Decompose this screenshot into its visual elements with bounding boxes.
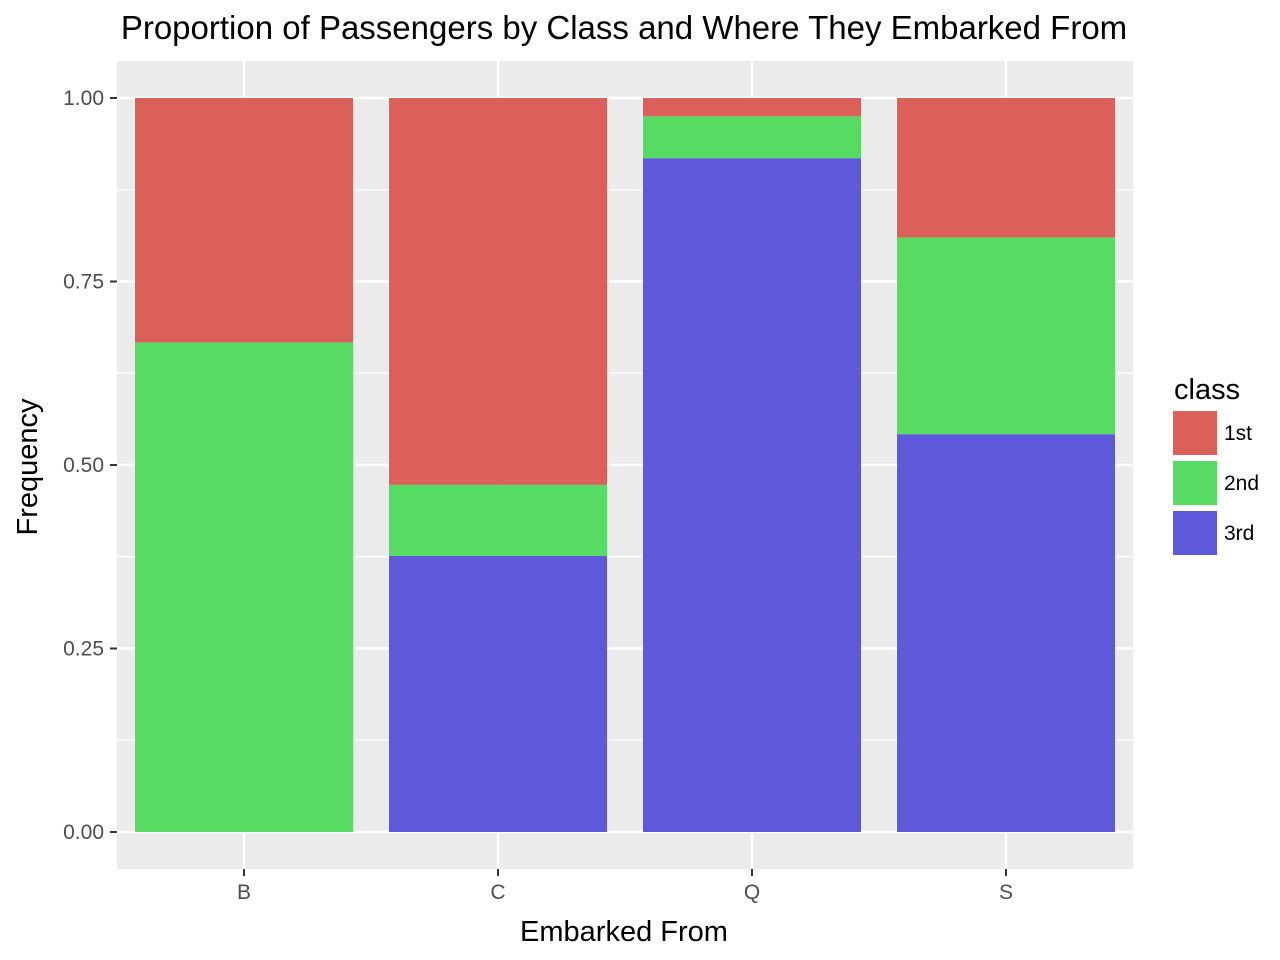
y-tick-label: 0.50 — [63, 454, 104, 477]
x-tick-label: B — [237, 881, 251, 904]
x-tick-label: C — [490, 881, 505, 904]
legend: class 1st 2nd 3rd — [1173, 374, 1259, 555]
axes: 0.00 0.25 0.50 0.75 1.00 B C Q S — [63, 87, 1013, 904]
bar-S-1st — [897, 98, 1115, 238]
legend-key-2nd — [1173, 461, 1217, 505]
bar-C-3rd — [389, 556, 607, 832]
legend-label-2nd: 2nd — [1224, 472, 1259, 495]
bar-Q-3rd — [643, 158, 861, 833]
legend-key-1st — [1173, 411, 1217, 455]
bar-S-2nd — [897, 237, 1115, 435]
legend-label-1st: 1st — [1224, 422, 1252, 445]
x-tick-label: Q — [744, 881, 760, 904]
y-tick-label: 0.75 — [63, 271, 104, 294]
x-axis-title: Embarked From — [520, 916, 728, 948]
bars — [135, 98, 1115, 833]
x-tick-label: S — [999, 881, 1013, 904]
bar-C-2nd — [389, 484, 607, 557]
chart-title: Proportion of Passengers by Class and Wh… — [121, 9, 1127, 46]
bar-B-2nd — [135, 342, 353, 832]
legend-label-3rd: 3rd — [1224, 522, 1254, 545]
bar-B-1st — [135, 98, 353, 343]
bar-Q-1st — [643, 98, 861, 117]
legend-key-3rd — [1173, 511, 1217, 555]
y-tick-label: 1.00 — [63, 87, 104, 110]
y-tick-label: 0.25 — [63, 638, 104, 661]
bar-C-1st — [389, 98, 607, 485]
bar-S-3rd — [897, 434, 1115, 832]
y-tick-label: 0.00 — [63, 821, 104, 844]
bar-Q-2nd — [643, 116, 861, 159]
legend-title: class — [1174, 374, 1240, 406]
y-axis-title: Frequency — [12, 398, 44, 536]
